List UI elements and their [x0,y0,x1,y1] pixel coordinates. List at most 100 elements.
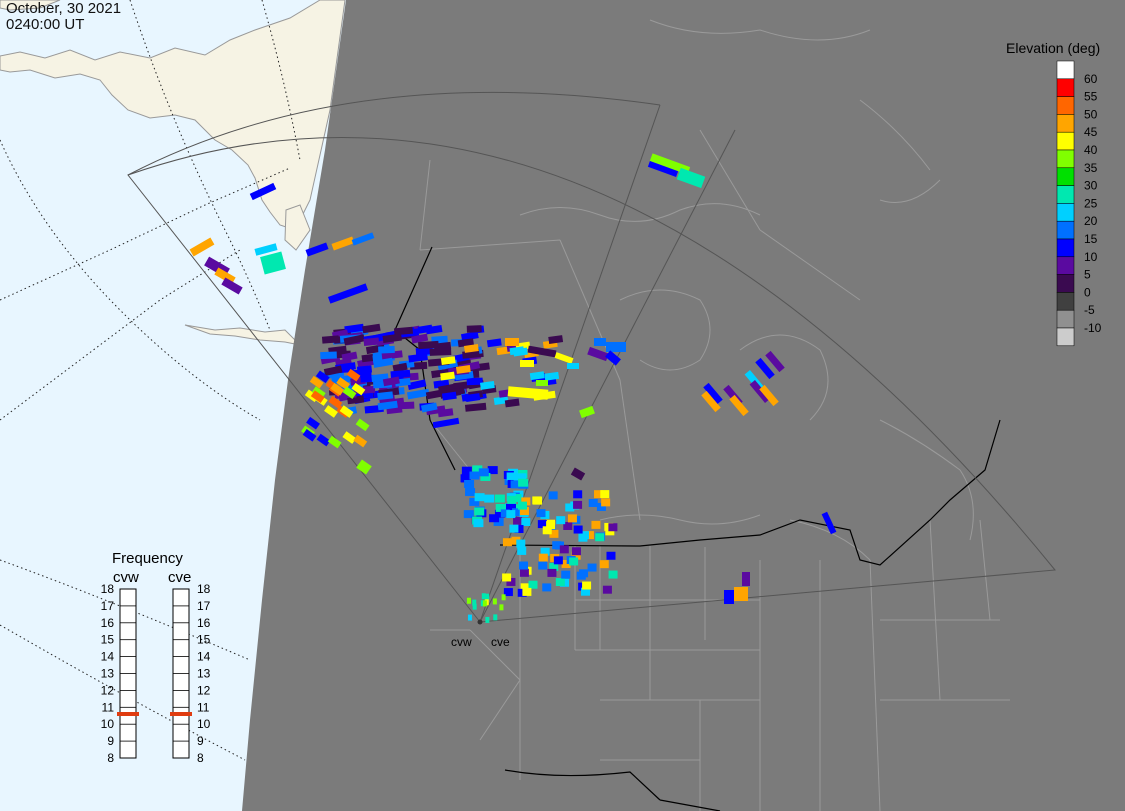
scatter-cell [540,547,550,556]
scatter-cell [356,459,372,475]
colorbar-tick-label: 25 [1084,196,1098,210]
scatter-cell [378,345,395,354]
scatter-cell [755,357,775,380]
scatter-cell [382,376,400,387]
scatter-cell [514,525,524,534]
scatter-cell [469,497,480,506]
scatter-cell [221,277,243,295]
scatter-cell [509,524,519,533]
scatter-cell [527,345,557,358]
colorbar-tick-label: 5 [1084,268,1091,282]
scatter-cell [407,379,427,390]
scatter-cell [429,347,452,356]
frequency-scale-label: 17 [101,599,115,613]
frequency-scale-label: 9 [197,734,204,748]
scatter-cell [591,520,601,529]
scatter-cell [432,417,460,429]
frequency-gauges: 18 18 17 17 16 16 15 15 14 14 13 13 12 12 11 11 10 10 9 9 8 8 [101,582,211,765]
scatter-cell [481,593,486,600]
colorbar-swatch [1056,238,1075,258]
scatter-cell [460,474,471,483]
scatter-cell [555,578,565,587]
scatter-cell [420,402,438,413]
scatter-cell [548,491,558,500]
scatter-cell [734,587,748,601]
scatter-cell [505,503,516,512]
scatter-cell [544,371,560,381]
scatter-cell [516,539,526,548]
scatter-cell [606,551,616,560]
scatter-cell [382,333,402,343]
frequency-scale-label: 10 [101,717,115,731]
colorbar-swatch [1056,256,1075,275]
scatter-cell [502,538,512,547]
scatter-cell [513,347,528,357]
scatter-cell [553,556,563,565]
scatter-cell [582,581,592,590]
scatter-cell [519,568,529,577]
scatter-cell [507,495,517,504]
colorbar-swatch [1056,292,1075,311]
scatter-cell [517,546,527,555]
scatter-cell [587,563,597,572]
scatter-cell [362,323,381,334]
radar-header-cve: cve [168,569,192,586]
scatter-cell [576,571,586,580]
scatter-cell [415,347,433,356]
scatter-cell [320,351,337,360]
scatter-cell [324,405,338,418]
colorbar-tick-label: 50 [1084,107,1098,121]
scatter-cell [554,352,574,364]
scatter-cell [469,471,480,480]
scatter-cell [467,614,472,621]
scatter-cell [393,326,413,336]
time-label: 0240:00 UT [6,16,85,33]
scatter-cell [602,585,612,594]
scatter-cell [608,523,618,532]
date-label: October, 30 2021 [6,0,122,17]
frequency-scale-label: 9 [107,734,114,748]
scatter-cell [464,402,487,412]
frequency-scale-label: 11 [102,700,115,714]
colorbar-swatch [1056,96,1075,115]
scatter-cell [425,388,447,400]
scatter-cell [724,590,734,604]
scatter-cell [479,380,495,390]
scatter-cell [392,362,408,373]
scatter-cell [542,526,552,535]
scatter-cell [521,518,531,527]
scatter-cell [489,514,500,523]
scatter-cells [189,153,837,623]
scatter-cell [478,468,489,477]
scatter-cell [556,516,566,525]
scatter-cell [474,507,485,516]
scatter-cell [501,594,506,601]
scatter-cell [341,351,358,362]
frequency-scale-label: 18 [197,582,211,596]
scatter-cell [493,614,498,621]
scatter-cell [249,182,277,201]
frequency-scale-label: 14 [197,650,211,664]
scatter-cell [570,467,586,481]
scatter-cell [605,527,615,536]
colorbar-swatch [1056,78,1075,97]
scatter-cell [567,363,579,369]
scatter-cell [573,500,583,509]
scatter-cell [323,365,343,376]
scatter-cell [480,600,485,607]
scatter-cell [494,494,505,503]
colorbar-tick-label: -5 [1084,303,1095,317]
scatter-cell [765,350,785,373]
scatter-cell [504,398,520,408]
frequency-scale-label: 16 [197,616,211,630]
scatter-cell [573,490,583,499]
frequency-scale-label: 17 [197,599,211,613]
colorbar-tick-label: 60 [1084,72,1098,86]
scatter-cell [505,338,519,346]
colorbar-tick-label: 30 [1084,179,1098,193]
scatter-cell [606,342,626,352]
scatter-cell [510,480,521,489]
scatter-cell [474,493,485,502]
scatter-cell [377,391,394,401]
frequency-scale-label: 10 [197,717,211,731]
